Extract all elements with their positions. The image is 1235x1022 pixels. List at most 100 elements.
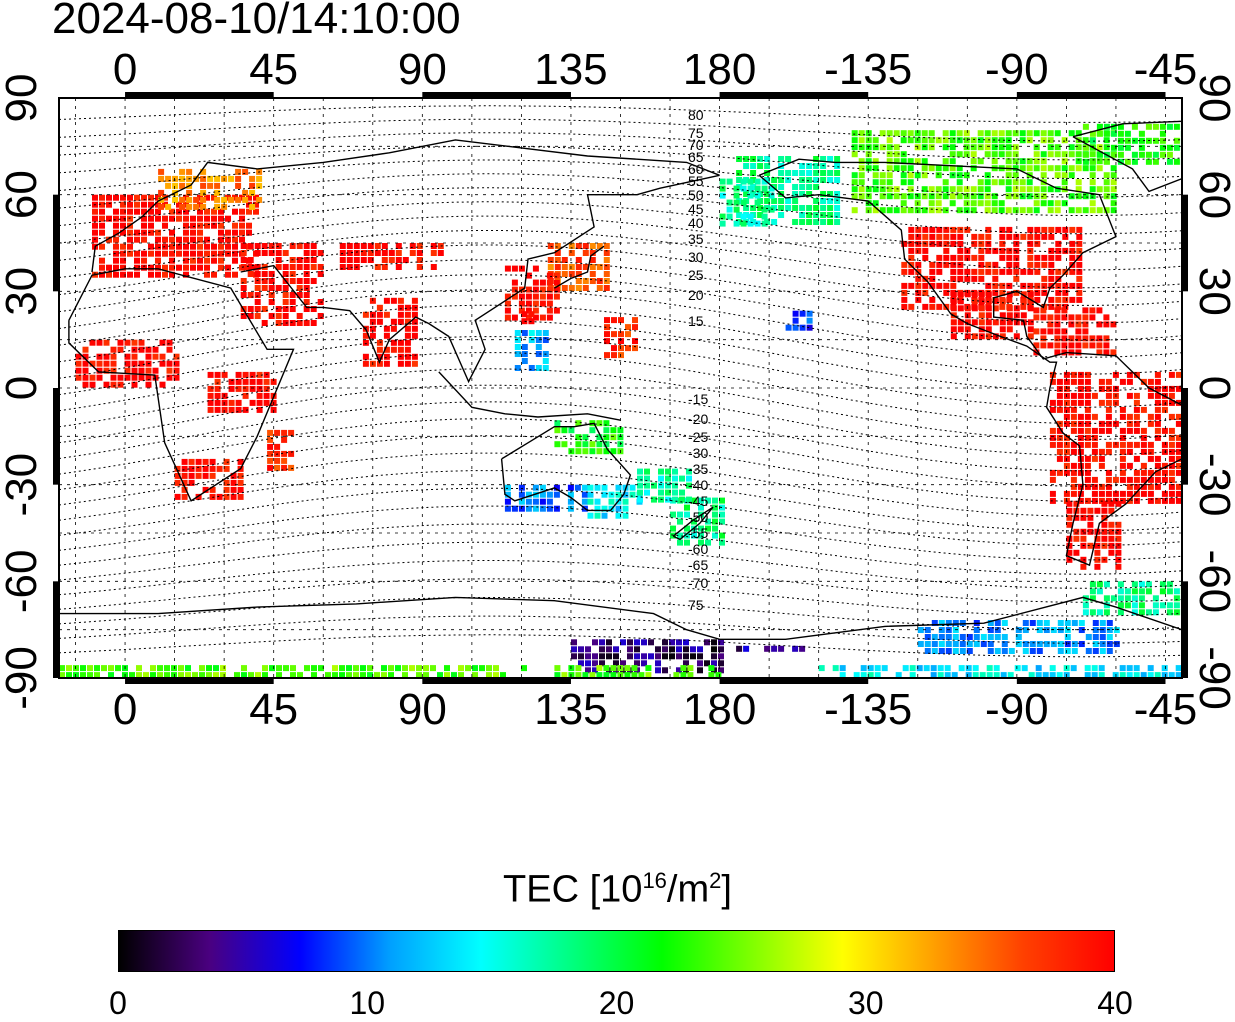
tec-cell — [1061, 137, 1068, 144]
tec-cell — [1047, 130, 1054, 137]
tec-cell — [964, 254, 971, 261]
tec-cell — [915, 247, 922, 254]
x-tick-label-top: 180 — [683, 45, 756, 94]
tec-cell — [1076, 261, 1083, 268]
tec-cell — [1013, 240, 1020, 247]
tec-cell — [1154, 378, 1161, 385]
tec-cell — [917, 627, 924, 633]
tec-cell — [134, 250, 140, 257]
tec-cell — [164, 672, 170, 678]
tec-cell — [610, 434, 617, 441]
tec-cell — [608, 491, 615, 498]
tec-cell — [1034, 233, 1041, 240]
tec-cell — [757, 212, 764, 218]
tec-cell — [625, 345, 631, 352]
tec-cell — [274, 457, 281, 464]
tec-cell — [404, 332, 411, 339]
tec-cell — [907, 172, 914, 179]
tec-cell — [865, 207, 872, 214]
tec-cell — [592, 639, 598, 646]
tec-cell — [611, 317, 617, 324]
tec-cell — [879, 207, 886, 214]
coastlines — [59, 120, 1182, 640]
tec-cell — [1048, 247, 1055, 254]
tec-cell — [970, 158, 977, 165]
tec-cell — [900, 137, 907, 144]
tec-cell — [202, 486, 209, 493]
tec-cell — [900, 193, 907, 200]
tec-cell — [670, 525, 676, 532]
tec-cell — [82, 374, 89, 381]
tec-cell — [1161, 399, 1168, 406]
tec-cell — [192, 672, 198, 678]
tec-cell — [596, 278, 603, 284]
tec-cell — [174, 472, 181, 479]
x-tick-label-bottom: -135 — [824, 685, 912, 734]
tec-cell — [1154, 462, 1161, 469]
tec-cell — [1055, 254, 1062, 261]
tec-cell — [176, 250, 182, 257]
tec-cell — [886, 130, 893, 137]
tec-cell — [1070, 371, 1077, 378]
tec-cell — [166, 374, 173, 381]
tec-cell — [1048, 233, 1055, 240]
tec-cell — [963, 172, 970, 179]
tec-cell — [1126, 462, 1133, 469]
tec-cell — [553, 272, 560, 279]
tec-cell — [676, 667, 682, 674]
tec-cell — [197, 201, 203, 208]
tec-cell — [991, 151, 998, 158]
tec-cell — [183, 264, 189, 271]
tec-cell — [665, 489, 671, 496]
tec-cell — [943, 261, 950, 268]
x-tick-label-top: 0 — [113, 45, 137, 94]
tec-cell — [136, 672, 142, 678]
tec-cell — [209, 465, 216, 472]
tec-cell — [965, 672, 972, 678]
tec-cell — [907, 207, 914, 214]
tec-cell — [931, 620, 938, 626]
tec-cell — [785, 324, 792, 331]
tec-cell — [303, 292, 310, 298]
tec-cell — [1070, 399, 1077, 406]
tec-cell — [813, 163, 820, 169]
tec-cell — [1168, 497, 1175, 504]
tec-cell — [617, 434, 624, 441]
tec-cell — [1041, 226, 1048, 233]
tec-cell — [599, 646, 605, 653]
tec-cell — [157, 665, 163, 672]
tec-cell — [261, 278, 268, 284]
tec-cell — [771, 219, 778, 225]
tec-cell — [952, 620, 959, 626]
tec-cell — [1041, 303, 1048, 310]
tec-cell — [103, 381, 110, 388]
tec-cell — [1087, 521, 1094, 528]
tec-region-bering — [719, 178, 775, 227]
tec-cell — [594, 498, 601, 505]
tec-cell — [423, 672, 429, 678]
tec-cell — [978, 240, 985, 247]
tec-cell — [546, 498, 553, 505]
tec-cell — [270, 406, 277, 413]
tec-cell — [1019, 130, 1026, 137]
tec-cell — [157, 672, 163, 678]
tec-cell — [771, 198, 778, 204]
tec-cell — [493, 672, 499, 678]
tec-cell — [204, 208, 210, 215]
axis-bar-bottom — [1016, 678, 1166, 684]
tec-cell — [1069, 240, 1076, 247]
tec-cell — [921, 165, 928, 172]
tec-cell — [554, 665, 561, 672]
tec-cell — [949, 130, 956, 137]
tec-cell — [1073, 514, 1080, 521]
tec-cell — [532, 498, 539, 505]
tec-cell — [956, 172, 963, 179]
tec-cell — [539, 491, 546, 498]
tec-cell — [1040, 165, 1047, 172]
tec-cell — [120, 250, 126, 257]
tec-cell — [617, 427, 624, 434]
tec-cell — [1119, 378, 1126, 385]
tec-cell — [1154, 427, 1161, 434]
tec-cell — [1166, 144, 1173, 151]
